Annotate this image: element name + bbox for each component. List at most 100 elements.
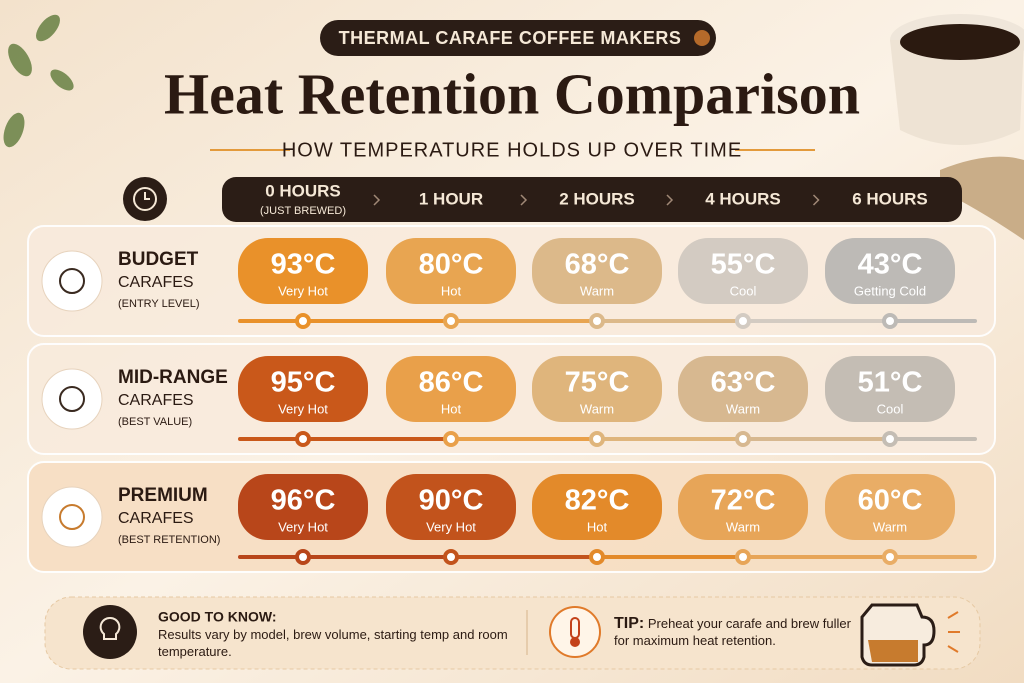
thermo-bulb <box>570 637 580 647</box>
timeline-dot <box>882 549 898 565</box>
temp-value: 86°C <box>419 367 484 399</box>
temp-label: Warm <box>726 401 760 416</box>
chevron <box>812 194 820 206</box>
temp-label: Hot <box>587 519 608 534</box>
row-icon <box>41 486 103 548</box>
bulb-shape <box>99 616 121 640</box>
row-note: (BEST VALUE) <box>118 416 192 428</box>
row-note: (ENTRY LEVEL) <box>118 298 200 310</box>
temp-value: 63°C <box>711 367 776 399</box>
temp-label: Warm <box>873 519 907 534</box>
tip-title: TIP: <box>614 615 645 632</box>
tip: TIP: Preheat your carafe and brew fuller… <box>614 615 859 649</box>
timeline-dot <box>589 549 605 565</box>
temp-label: Getting Cold <box>854 283 926 298</box>
row-note: (BEST RETENTION) <box>118 534 220 546</box>
temp-label: Very Hot <box>278 283 328 298</box>
temp-pill <box>825 238 955 304</box>
column-label: 4 HOURS <box>705 189 781 208</box>
temp-value: 51°C <box>858 367 923 399</box>
row-icon-inner <box>59 504 85 530</box>
timeline-dot <box>295 313 311 329</box>
temp-pill <box>238 356 368 422</box>
column-label: 6 HOURS <box>852 189 928 208</box>
temp-label: Warm <box>580 401 614 416</box>
temp-pill <box>825 474 955 540</box>
chevron <box>666 194 674 206</box>
row-name: PREMIUM <box>118 485 208 506</box>
thermometer-icon <box>549 606 601 658</box>
header-bar <box>222 177 962 222</box>
chevron <box>373 194 381 206</box>
row-line2: CARAFES <box>118 392 194 409</box>
temp-pill <box>825 356 955 422</box>
subtitle: HOW TEMPERATURE HOLDS UP OVER TIME <box>282 139 742 161</box>
temp-pill <box>386 474 516 540</box>
temp-label: Hot <box>441 283 462 298</box>
temp-pill <box>238 238 368 304</box>
temp-label: Very Hot <box>278 519 328 534</box>
temp-value: 55°C <box>711 249 776 281</box>
carafe-icon <box>860 603 960 667</box>
tip-box: TIP: Preheat your carafe and brew fuller… <box>614 615 859 649</box>
column-label: 2 HOURS <box>559 189 635 208</box>
badge <box>320 20 716 56</box>
temp-pill <box>532 356 662 422</box>
temp-label: Hot <box>441 401 462 416</box>
temp-value: 43°C <box>858 249 923 281</box>
temp-value: 82°C <box>565 485 630 517</box>
grid: 0 HOURS (JUST BREWED) 1 HOUR 2 HOURS 4 HOURS… <box>27 181 996 573</box>
temp-value: 75°C <box>565 367 630 399</box>
timeline-dot <box>443 431 459 447</box>
temp-value: 93°C <box>271 249 336 281</box>
temp-pill <box>532 474 662 540</box>
temp-pill <box>678 238 808 304</box>
leaves <box>3 14 74 148</box>
temp-label: Cool <box>730 283 757 298</box>
temp-pill <box>678 474 808 540</box>
row-line2: CARAFES <box>118 510 194 527</box>
good-text: Results vary by model, brew volume, star… <box>158 627 508 659</box>
column-label: 0 HOURS <box>265 181 341 200</box>
good-text-box: Results vary by model, brew volume, star… <box>158 627 508 659</box>
temp-value: 96°C <box>271 485 336 517</box>
row-name: BUDGET <box>118 249 199 270</box>
timeline-dot <box>882 431 898 447</box>
good-title: GOOD TO KNOW: <box>158 609 276 625</box>
tip-text: Preheat your carafe and brew fuller for … <box>614 616 851 648</box>
temp-value: 60°C <box>858 485 923 517</box>
timeline-dot <box>589 431 605 447</box>
clock-face <box>133 187 157 211</box>
coffee-cup <box>890 14 1024 240</box>
chevron <box>520 194 528 206</box>
row-icon <box>41 368 103 430</box>
title: Heat Retention Comparison <box>164 61 860 126</box>
temp-label: Warm <box>726 519 760 534</box>
temp-label: Cool <box>877 401 904 416</box>
temp-label: Very Hot <box>278 401 328 416</box>
timeline-dot <box>443 549 459 565</box>
row-icon <box>41 250 103 312</box>
row-icon-inner <box>59 268 85 294</box>
temp-label: Warm <box>580 283 614 298</box>
timeline-dot <box>735 313 751 329</box>
timeline-dot <box>882 313 898 329</box>
temp-pill <box>386 238 516 304</box>
temp-value: 95°C <box>271 367 336 399</box>
temp-pill <box>238 474 368 540</box>
badge-text: THERMAL CARAFE COFFEE MAKERS <box>339 28 682 48</box>
footer-panel <box>44 596 981 670</box>
timeline-dot <box>589 313 605 329</box>
bulb-icon <box>83 605 137 659</box>
temp-pill <box>678 356 808 422</box>
timeline-dot <box>295 549 311 565</box>
timeline-dot <box>735 431 751 447</box>
temp-pill <box>386 356 516 422</box>
temp-pill <box>532 238 662 304</box>
column-sub: (JUST BREWED) <box>260 205 346 217</box>
temp-value: 68°C <box>565 249 630 281</box>
temp-value: 72°C <box>711 485 776 517</box>
timeline-dot <box>443 313 459 329</box>
row-name: MID-RANGE <box>118 367 228 388</box>
